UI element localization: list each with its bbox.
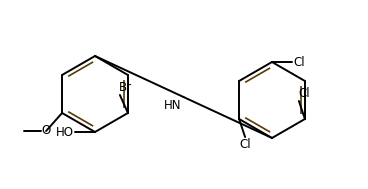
Text: Cl: Cl (293, 56, 305, 68)
Text: Cl: Cl (298, 87, 309, 100)
Text: HO: HO (56, 125, 74, 139)
Text: O: O (42, 125, 51, 138)
Text: Cl: Cl (239, 138, 251, 151)
Text: HN: HN (164, 99, 181, 112)
Text: Br: Br (119, 81, 132, 94)
